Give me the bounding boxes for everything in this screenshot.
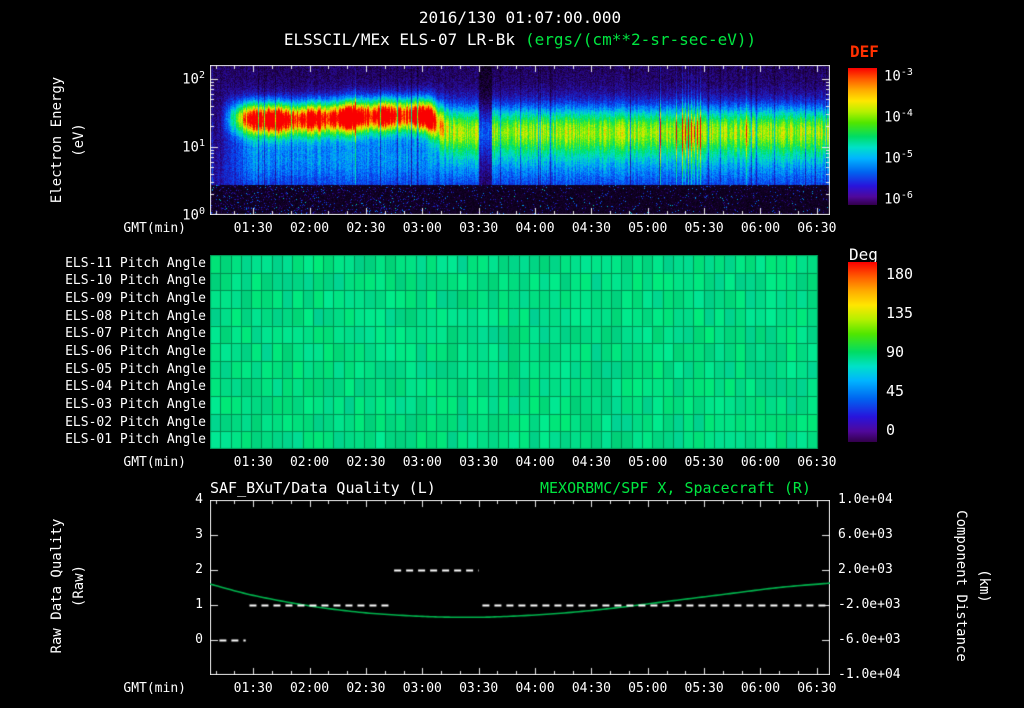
def-colorbar (848, 68, 877, 205)
x-tick-label-0330: 03:30 (459, 681, 499, 696)
x-tick-label-0630: 06:30 (797, 221, 837, 236)
line-gmt-label: GMT(min) (123, 681, 186, 696)
x-tick-label-0300: 03:00 (402, 221, 442, 236)
x-tick-label-0230: 02:30 (346, 455, 386, 470)
spectrogram-gmt-label: GMT(min) (123, 221, 186, 236)
spec-y-tick-label: 101 (182, 137, 205, 156)
x-tick-label-0400: 04:00 (515, 221, 555, 236)
x-tick-label-0130: 01:30 (233, 221, 273, 236)
pitch-row-label: ELS-01 Pitch Angle (65, 432, 206, 448)
x-tick-label-0300: 03:00 (402, 681, 442, 696)
spacecraft-series-title: MEXORBMC/SPF X, Spacecraft (R) (540, 479, 811, 497)
left-axis-tick-label: 2 (195, 562, 203, 577)
x-tick-label-0430: 04:30 (571, 681, 611, 696)
x-tick-label-0600: 06:00 (740, 455, 781, 470)
x-tick-label-0130: 01:30 (233, 455, 273, 470)
header-instrument: ELSSCIL/MEx ELS-07 LR-Bk (283, 30, 515, 49)
pitch-gmt-label: GMT(min) (123, 455, 186, 470)
header-units: (ergs/(cm**2-sr-sec-eV)) (525, 30, 757, 49)
spec-y-tick-label: 102 (182, 69, 205, 88)
x-tick-label-0500: 05:00 (628, 455, 668, 470)
deg-colorbar-tick-label: 45 (886, 382, 905, 400)
x-tick-label-0400: 04:00 (515, 455, 555, 470)
deg-colorbar-tick-label: 135 (886, 304, 914, 322)
def-colorbar-tick-label: 10-5 (884, 149, 913, 167)
left-axis-unit: (Raw) (71, 564, 87, 608)
pitch-row-label: ELS-02 Pitch Angle (65, 414, 206, 430)
x-tick-label-0430: 04:30 (571, 455, 611, 470)
x-tick-label-0600: 06:00 (740, 221, 781, 236)
x-tick-label-0330: 03:30 (459, 455, 499, 470)
header-datetime: 2016/130 01:07:00.000 (418, 8, 622, 27)
pitch-row-label: ELS-06 Pitch Angle (65, 344, 206, 359)
x-tick-label-0530: 05:30 (684, 681, 724, 696)
x-tick-label-0530: 05:30 (684, 221, 724, 236)
right-axis-label: Component Distance (953, 510, 969, 662)
deg-colorbar-tick-label: 90 (886, 343, 905, 361)
pitch-row-label: ELS-07 Pitch Angle (65, 326, 206, 342)
deg-colorbar (848, 262, 877, 442)
x-tick-label-0230: 02:30 (346, 221, 386, 236)
x-tick-label-0200: 02:00 (289, 455, 330, 470)
quality-distance-plot (210, 500, 830, 675)
left-axis-tick-label: 3 (195, 527, 203, 542)
x-tick-label-0630: 06:30 (797, 681, 837, 696)
def-colorbar-tick-label: 10-4 (884, 108, 913, 126)
left-axis-tick-label: 1 (195, 597, 203, 612)
x-tick-label-0200: 02:00 (289, 221, 330, 236)
x-tick-label-0530: 05:30 (684, 455, 724, 470)
deg-colorbar-tick-label: 0 (886, 421, 896, 439)
x-tick-label-0130: 01:30 (233, 681, 273, 696)
spectrogram-y-axis-label: Electron Energy (49, 76, 65, 204)
pitch-row-label: ELS-11 Pitch Angle (65, 255, 206, 271)
quality-series-title: SAF_BXuT/Data Quality (L) (210, 479, 436, 497)
left-axis-label: Raw Data Quality (49, 518, 65, 654)
x-tick-label-0300: 03:00 (402, 455, 442, 470)
spec-y-tick-label: 100 (182, 206, 205, 224)
x-tick-label-0630: 06:30 (797, 455, 837, 470)
x-tick-label-0430: 04:30 (571, 221, 611, 236)
x-tick-label-0200: 02:00 (289, 681, 330, 696)
electron-spectrogram (210, 65, 830, 215)
x-tick-label-0400: 04:00 (515, 681, 555, 696)
x-tick-label-0500: 05:00 (628, 221, 668, 236)
pitch-row-label: ELS-05 Pitch Angle (65, 361, 206, 377)
spectrogram-y-axis-unit: (eV) (71, 123, 87, 157)
right-axis-unit: (km) (976, 569, 992, 603)
deg-colorbar-tick-label: 180 (886, 265, 914, 283)
x-tick-label-0230: 02:30 (346, 681, 386, 696)
def-colorbar-tick-label: 10-3 (884, 67, 913, 85)
deg-colorbar-title: Deg (849, 245, 878, 264)
x-tick-label-0330: 03:30 (459, 221, 499, 236)
right-axis-tick-label: 1.0e+04 (838, 492, 893, 507)
right-axis-tick-label: -1.0e+04 (838, 667, 901, 682)
x-tick-label-0600: 06:00 (740, 681, 781, 696)
pitch-row-label: ELS-09 Pitch Angle (65, 291, 206, 307)
header-title: ELSSCIL/MEx ELS-07 LR-Bk (ergs/(cm**2-sr-… (110, 30, 930, 49)
left-axis-tick-label: 0 (195, 632, 203, 647)
right-axis-tick-label: 6.0e+03 (838, 527, 893, 542)
pitch-row-label: ELS-08 Pitch Angle (65, 308, 206, 324)
pitch-row-label: ELS-04 Pitch Angle (65, 379, 206, 395)
pitch-row-label: ELS-10 Pitch Angle (65, 273, 206, 289)
def-colorbar-tick-label: 10-6 (884, 190, 913, 208)
pitch-angle-grid (210, 255, 830, 449)
pitch-row-label: ELS-03 Pitch Angle (65, 396, 206, 412)
def-colorbar-title: DEF (850, 42, 879, 61)
right-axis-tick-label: -2.0e+03 (838, 597, 901, 612)
x-tick-label-0500: 05:00 (628, 681, 668, 696)
right-axis-tick-label: 2.0e+03 (838, 562, 893, 577)
right-axis-tick-label: -6.0e+03 (838, 632, 901, 647)
left-axis-tick-label: 4 (195, 492, 203, 507)
